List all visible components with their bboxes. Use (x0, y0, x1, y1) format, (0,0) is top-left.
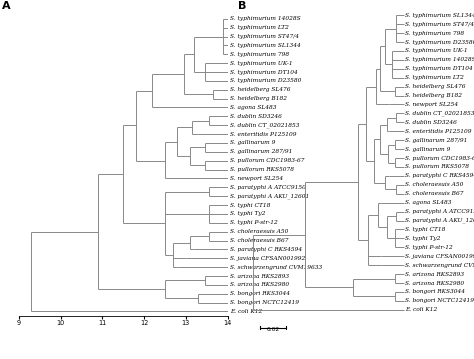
Text: B: B (237, 1, 246, 11)
Text: S. typhi P-str-12: S. typhi P-str-12 (230, 220, 278, 225)
Text: 0.02: 0.02 (266, 327, 279, 332)
Text: S. typhi P-str-12: S. typhi P-str-12 (405, 245, 453, 250)
Text: S. dublin CT_02021853: S. dublin CT_02021853 (230, 122, 300, 128)
Text: S. paratyphi A AKU_12601: S. paratyphi A AKU_12601 (405, 218, 474, 223)
Text: S. newport SL254: S. newport SL254 (230, 176, 283, 181)
Text: S. gallinarum 287/91: S. gallinarum 287/91 (230, 149, 292, 154)
Text: S. typhi CT18: S. typhi CT18 (230, 202, 270, 208)
Text: S. arizona RKS2980: S. arizona RKS2980 (230, 283, 289, 287)
Text: S. choleraesuis A50: S. choleraesuis A50 (405, 182, 464, 187)
Text: S. heidelberg SL476: S. heidelberg SL476 (405, 84, 465, 89)
Text: S. paratyphi C RKS4594: S. paratyphi C RKS4594 (230, 247, 302, 252)
Text: S. paratyphi A ATCC9150: S. paratyphi A ATCC9150 (405, 209, 474, 214)
Text: S. pullorum RKS5078: S. pullorum RKS5078 (230, 167, 294, 172)
Text: S. typhi CT18: S. typhi CT18 (405, 227, 446, 232)
Text: S. typhimurium DT104: S. typhimurium DT104 (405, 66, 473, 71)
Text: S. pullorum CDC1983-67: S. pullorum CDC1983-67 (230, 158, 304, 163)
Text: S. typhimurium UK-1: S. typhimurium UK-1 (230, 61, 292, 66)
Text: S. typhimurium DT104: S. typhimurium DT104 (230, 70, 298, 75)
Text: S. heidelberg SL476: S. heidelberg SL476 (230, 87, 291, 92)
Text: S. javiana CFSAN001992: S. javiana CFSAN001992 (230, 256, 305, 261)
Text: S. typhimurium UK-1: S. typhimurium UK-1 (405, 48, 468, 53)
Text: S. pullorum CDC1983-67: S. pullorum CDC1983-67 (405, 155, 474, 160)
Text: S. typhimurium 798: S. typhimurium 798 (405, 31, 464, 36)
Text: S. enteritidis P125109: S. enteritidis P125109 (405, 129, 472, 134)
Text: S. javiana CFSAN001992: S. javiana CFSAN001992 (405, 254, 474, 259)
Text: S. arizona RKS2893: S. arizona RKS2893 (405, 272, 464, 276)
Text: S. typhimurium ST47/4: S. typhimurium ST47/4 (230, 34, 299, 39)
Text: S. schwarzengrund CVM19633: S. schwarzengrund CVM19633 (405, 263, 474, 268)
Text: S. typhimurium 798: S. typhimurium 798 (230, 52, 289, 57)
Text: S. gallinarum 9: S. gallinarum 9 (405, 146, 450, 151)
Text: E. coli K12: E. coli K12 (230, 309, 262, 314)
Text: S. typhimurium 14028S: S. typhimurium 14028S (405, 57, 474, 62)
Text: S. schwarzengrund CVM19633: S. schwarzengrund CVM19633 (230, 265, 322, 270)
Text: S. typhi Ty2: S. typhi Ty2 (230, 211, 265, 216)
Text: S. dublin SD3246: S. dublin SD3246 (405, 120, 457, 125)
Text: S. newport SL254: S. newport SL254 (405, 102, 458, 107)
Text: S. choleraesuis B67: S. choleraesuis B67 (405, 191, 464, 196)
Text: S. typhimurium D23580: S. typhimurium D23580 (230, 78, 301, 83)
Text: S. gallinarum 287/91: S. gallinarum 287/91 (405, 138, 467, 143)
Text: S. typhimurium LT2: S. typhimurium LT2 (230, 25, 289, 30)
Text: S. enteritidis P125109: S. enteritidis P125109 (230, 132, 297, 136)
Text: S. paratyphi C RKS4594: S. paratyphi C RKS4594 (405, 173, 474, 178)
Text: S. bongori NCTC12419: S. bongori NCTC12419 (230, 300, 299, 305)
Text: S. heidelberg B182: S. heidelberg B182 (230, 96, 287, 101)
Text: S. typhimurium SL1344: S. typhimurium SL1344 (405, 13, 474, 18)
Text: E. coli K12: E. coli K12 (405, 307, 438, 312)
Text: S. agona SL483: S. agona SL483 (230, 105, 276, 110)
Text: S. typhimurium LT2: S. typhimurium LT2 (405, 75, 464, 80)
Text: S. typhimurium 14028S: S. typhimurium 14028S (230, 16, 301, 21)
Text: S. paratyphi A ATCC9150: S. paratyphi A ATCC9150 (230, 185, 306, 190)
Text: S. choleraesuis A50: S. choleraesuis A50 (230, 229, 288, 234)
Text: S. bongori RKS3044: S. bongori RKS3044 (230, 291, 290, 296)
Text: S. heidelberg B182: S. heidelberg B182 (405, 93, 462, 98)
Text: S. typhimurium ST47/4: S. typhimurium ST47/4 (405, 22, 474, 27)
Text: S. typhi Ty2: S. typhi Ty2 (405, 236, 440, 241)
Text: A: A (2, 1, 11, 11)
Text: S. arizona RKS2980: S. arizona RKS2980 (405, 280, 464, 285)
Text: S. gallinarum 9: S. gallinarum 9 (230, 140, 275, 145)
Text: S. dublin SD3246: S. dublin SD3246 (230, 114, 282, 119)
Text: S. pullorum RKS5078: S. pullorum RKS5078 (405, 164, 469, 169)
Text: S. choleraesuis B67: S. choleraesuis B67 (230, 238, 289, 243)
Text: S. dublin CT_02021853: S. dublin CT_02021853 (405, 111, 474, 116)
Text: S. typhimurium SL1344: S. typhimurium SL1344 (230, 43, 301, 48)
Text: S. paratyphi A AKU_12601: S. paratyphi A AKU_12601 (230, 194, 309, 199)
Text: S. bongori NCTC12419: S. bongori NCTC12419 (405, 298, 474, 303)
Text: S. bongori RKS3044: S. bongori RKS3044 (405, 289, 465, 294)
Text: S. agona SL483: S. agona SL483 (405, 200, 452, 205)
Text: S. arizona RKS2893: S. arizona RKS2893 (230, 274, 289, 279)
Text: S. typhimurium D23580: S. typhimurium D23580 (405, 39, 474, 45)
